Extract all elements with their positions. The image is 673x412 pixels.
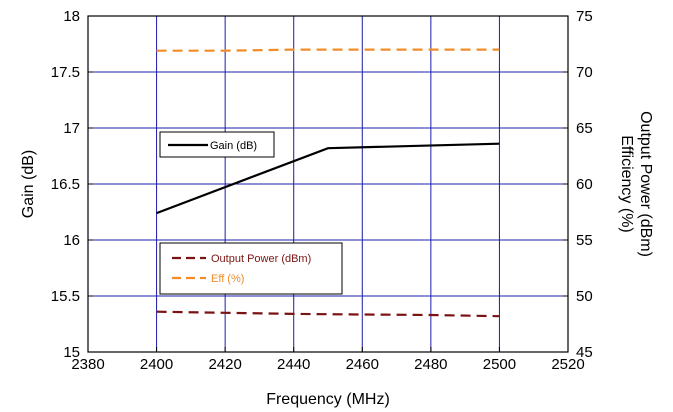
y-right-tick-label: 60 <box>576 176 593 193</box>
y-right-tick-label: 45 <box>576 344 593 361</box>
grid <box>88 16 568 352</box>
legend-gain-label: Gain (dB) <box>210 140 257 152</box>
y-right-tick-label: 70 <box>576 64 593 81</box>
y-left-tick-label: 17.5 <box>51 64 80 81</box>
x-tick-labels: 2380 2400 2420 2440 2460 2480 2500 2520 <box>71 356 584 373</box>
legend-power-label: Output Power (dBm) <box>211 253 311 265</box>
x-tick-label: 2460 <box>346 356 379 373</box>
legend-power-eff: Output Power (dBm) Eff (%) <box>159 242 343 295</box>
y-left-tick-labels: 15 15.5 16 16.5 17 17.5 18 <box>51 8 80 361</box>
tick-marks <box>87 15 569 353</box>
y-left-axis-title: Gain (dB) <box>20 150 37 218</box>
y-right-axis-title-2: Efficiency (%) <box>618 135 635 233</box>
y-left-tick-label: 16 <box>63 232 80 249</box>
y-left-tick-label: 15.5 <box>51 288 80 305</box>
y-left-tick-label: 17 <box>63 120 80 137</box>
series-line-0 <box>156 142 500 215</box>
x-tick-label: 2380 <box>71 356 104 373</box>
legend-gain: Gain (dB) <box>159 131 275 158</box>
y-right-tick-label: 55 <box>576 232 593 249</box>
y-left-tick-label: 15 <box>63 344 80 361</box>
series-line-2 <box>156 48 500 52</box>
x-tick-label: 2440 <box>277 356 310 373</box>
y-left-tick-label: 16.5 <box>51 176 80 193</box>
y-left-tick-label: 18 <box>63 8 80 25</box>
y-right-tick-label: 50 <box>576 288 593 305</box>
y-right-axis-title-1: Output Power (dBm) <box>637 111 654 257</box>
x-tick-label: 2480 <box>414 356 447 373</box>
y-right-tick-label: 65 <box>576 120 593 137</box>
y-right-tick-labels: 45 50 55 60 65 70 75 <box>576 8 593 361</box>
x-tick-label: 2520 <box>551 356 584 373</box>
series-line-1 <box>156 310 500 318</box>
y-right-tick-label: 75 <box>576 8 593 25</box>
x-axis-title: Frequency (MHz) <box>266 391 390 408</box>
x-tick-label: 2400 <box>140 356 173 373</box>
x-tick-label: 2500 <box>483 356 516 373</box>
x-tick-label: 2420 <box>208 356 241 373</box>
series-lines <box>156 48 500 318</box>
legend-eff-label: Eff (%) <box>211 273 244 285</box>
